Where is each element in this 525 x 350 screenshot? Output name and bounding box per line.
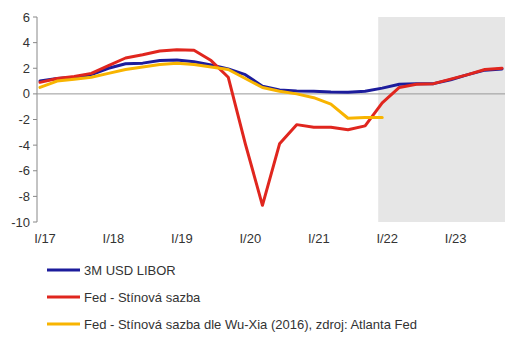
chart: -10 -8 -6 -4 -2 0 2 4 6 I/17 I/18 I/19 I/20 I/21 I/22 I…: [0, 0, 525, 350]
legend-swatch: [47, 323, 80, 326]
y-tick-label: 0: [23, 86, 30, 101]
y-tick: [33, 93, 37, 94]
y-tick: [33, 222, 37, 223]
legend-swatch: [47, 269, 80, 272]
legend-swatch: [47, 296, 80, 299]
x-tick-label: I/18: [103, 231, 125, 246]
y-tick-label: 2: [23, 61, 30, 76]
x-tick-label: I/17: [34, 231, 56, 246]
y-tick-label: -4: [18, 138, 30, 153]
y-tick-label: -10: [11, 215, 30, 230]
x-tick-label: I/20: [239, 231, 261, 246]
x-tick-label: I/19: [171, 231, 193, 246]
y-tick-label: 6: [23, 10, 30, 25]
x-tick-label: I/22: [376, 231, 398, 246]
y-tick-label: -2: [18, 112, 30, 127]
zero-line: [37, 93, 505, 94]
legend-label: Fed - Stínová sazba dle Wu-Xia (2016), z…: [84, 317, 417, 332]
y-tick: [33, 170, 37, 171]
y-tick: [33, 196, 37, 197]
y-tick: [33, 145, 37, 146]
series-line: [40, 63, 382, 118]
y-tick: [33, 42, 37, 43]
series-line: [40, 50, 502, 206]
legend-label: Fed - Stínová sazba: [84, 290, 201, 305]
x-tick-label: I/23: [445, 231, 467, 246]
legend-label: 3M USD LIBOR: [84, 263, 176, 278]
y-tick: [33, 119, 37, 120]
y-tick: [33, 17, 37, 18]
shaded-region: [378, 17, 505, 222]
y-tick: [33, 68, 37, 69]
y-tick-label: 4: [23, 35, 30, 50]
x-tick-label: I/21: [308, 231, 330, 246]
y-tick-label: -8: [18, 189, 30, 204]
plot-lines: [40, 50, 502, 206]
y-tick-label: -6: [18, 163, 30, 178]
